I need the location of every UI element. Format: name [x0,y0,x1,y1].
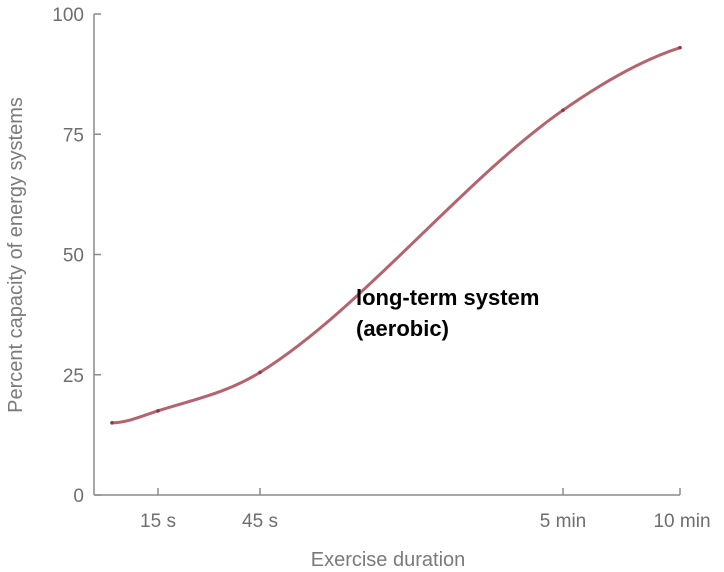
y-tick-label: 50 [63,246,84,267]
x-axis-title: Exercise duration [311,549,466,571]
data-point [678,45,682,50]
x-tick-label: 45 s [242,511,278,532]
data-point [258,370,262,375]
y-tick-label: 75 [63,125,84,146]
x-tick-label: 10 min [653,511,710,532]
y-tick-label: 25 [63,366,84,387]
x-tick-label: 15 s [140,511,176,532]
annotation-line-1: long-term system [356,285,539,310]
y-axis-title: Percent capacity of energy systems [5,97,27,413]
aerobic-system-line [110,46,682,425]
data-point [561,108,565,112]
data-point [110,421,114,425]
annotation-line-2: (aerobic) [356,316,449,341]
data-point [156,409,160,413]
y-tick-label: 100 [52,5,84,26]
y-ticks: 0 25 50 75 100 [52,5,101,507]
x-tick-label: 5 min [540,511,586,532]
y-tick-label: 0 [73,486,84,507]
x-ticks: 15 s 45 s 5 min 10 min [140,488,711,532]
